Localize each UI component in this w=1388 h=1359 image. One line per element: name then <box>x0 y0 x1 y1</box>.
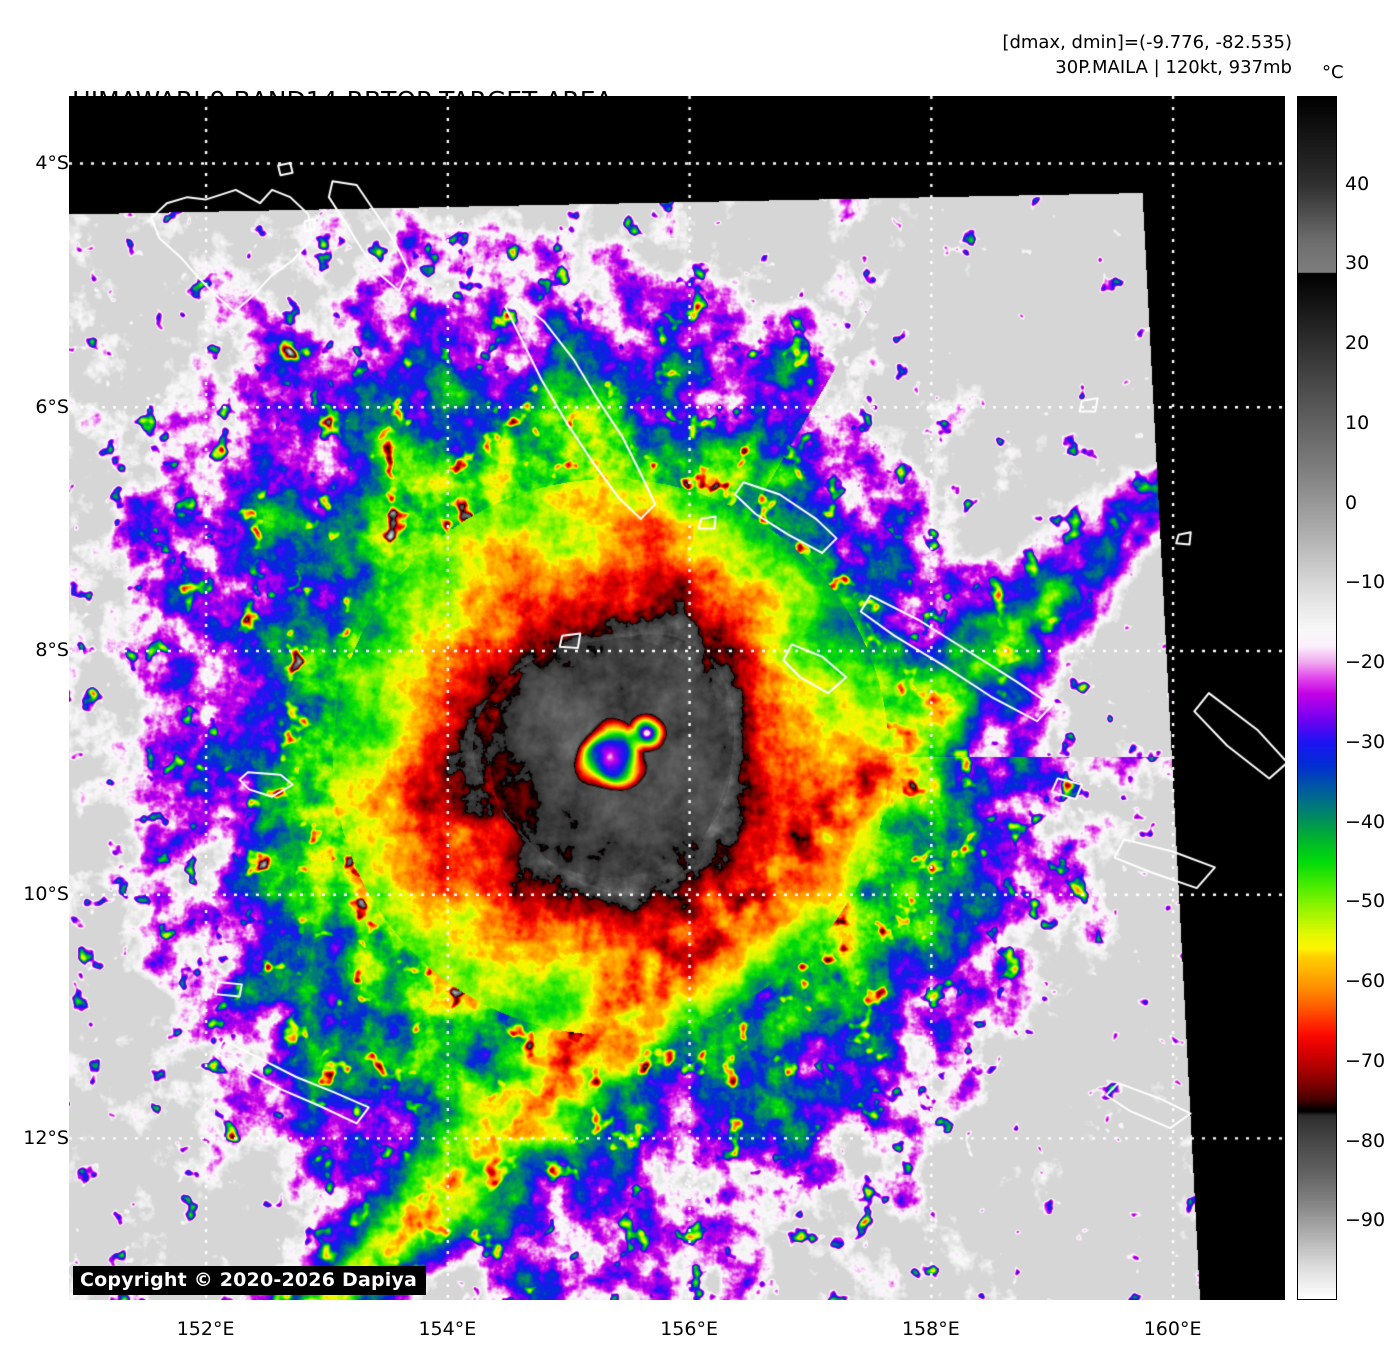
copyright-notice: Copyright © 2020-2026 Dapiya <box>73 1266 427 1295</box>
colorbar-tick-label: −10 <box>1345 571 1386 594</box>
colorbar-tick-label: 40 <box>1345 172 1370 195</box>
metadata-block: [dmax, dmin]=(-9.776, -82.535) 30P.MAILA… <box>1002 30 1292 80</box>
colorbar-tick-label: −90 <box>1345 1209 1386 1232</box>
colorbar-tick-label: −20 <box>1345 651 1386 674</box>
temperature-colorbar <box>1297 96 1337 1300</box>
x-axis-tick-label: 160°E <box>1143 1318 1202 1340</box>
y-axis-tick-label: 8°S <box>35 639 69 662</box>
colorbar-tick-label: 20 <box>1345 332 1370 355</box>
colorbar-tick-label: −80 <box>1345 1129 1386 1152</box>
y-axis-tick-label: 6°S <box>35 395 69 418</box>
data-minmax-label: [dmax, dmin]=(-9.776, -82.535) <box>1002 32 1292 53</box>
colorbar-tick-label: −50 <box>1345 890 1386 913</box>
y-axis-tick-label: 10°S <box>23 883 69 906</box>
x-axis-tick-label: 156°E <box>660 1318 718 1340</box>
colorbar-tick-label: 0 <box>1345 491 1358 514</box>
colorbar-tick-label: −30 <box>1345 730 1386 753</box>
x-axis-tick-label: 158°E <box>901 1318 960 1340</box>
storm-info-label: 30P.MAILA | 120kt, 937mb <box>1055 57 1292 79</box>
y-axis-tick-label: 12°S <box>23 1126 69 1149</box>
colorbar-gradient <box>1298 97 1336 1299</box>
colorbar-tick-label: −70 <box>1345 1049 1386 1072</box>
x-axis-tick-label: 152°E <box>176 1318 235 1340</box>
colorbar-tick-label: 10 <box>1345 411 1370 434</box>
colorbar-tick-label: 30 <box>1345 252 1370 275</box>
satellite-image-panel: Copyright © 2020-2026 Dapiya <box>69 96 1285 1300</box>
colorbar-tick-label: −40 <box>1345 810 1386 833</box>
y-axis-tick-label: 4°S <box>35 152 69 175</box>
x-axis-tick-label: 154°E <box>418 1318 477 1340</box>
colorbar-tick-label: −60 <box>1345 970 1386 993</box>
satellite-imagery-canvas <box>69 96 1285 1300</box>
colorbar-unit-label: °C <box>1322 62 1344 83</box>
